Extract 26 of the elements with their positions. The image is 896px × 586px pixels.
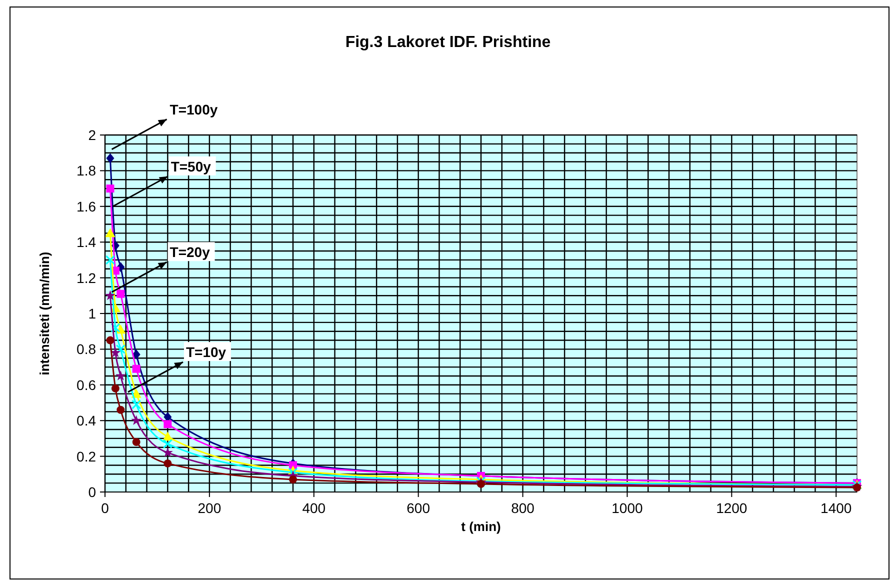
annotation: T=10y (186, 344, 226, 360)
annotation: T=50y (170, 158, 212, 174)
y-axis-title: intensiteti (mm/min) (37, 252, 52, 376)
annotation: T=20y (170, 244, 210, 260)
y-tick-label: 1.4 (76, 234, 96, 250)
x-tick-label: 400 (302, 500, 326, 516)
y-tick-label: 0.8 (76, 341, 96, 358)
x-tick-label: 600 (406, 500, 430, 516)
y-tick-label: 1.2 (76, 270, 96, 286)
y-tick-label: 1.8 (76, 162, 96, 179)
annotation: T=100y (170, 101, 218, 118)
y-tick-label: 2 (88, 127, 96, 143)
y-tick-label: 0.4 (76, 412, 96, 429)
x-tick-label: 1200 (716, 500, 748, 516)
chart-title: Fig.3 Lakoret IDF. Prishtine (345, 34, 551, 51)
y-tick-label: 0 (88, 484, 96, 500)
x-tick-label: 0 (101, 500, 110, 516)
x-tick-label: 800 (511, 500, 535, 516)
x-tick-label: 200 (198, 500, 222, 516)
y-tick-label: 1 (88, 306, 96, 322)
x-axis-title: t (min) (461, 519, 501, 534)
x-tick-label: 1000 (612, 500, 644, 516)
y-tick-label: 0.6 (76, 376, 96, 393)
y-tick-label: 0.2 (76, 448, 96, 464)
x-tick-label: 1400 (820, 500, 852, 516)
y-tick-label: 1.6 (76, 198, 96, 214)
